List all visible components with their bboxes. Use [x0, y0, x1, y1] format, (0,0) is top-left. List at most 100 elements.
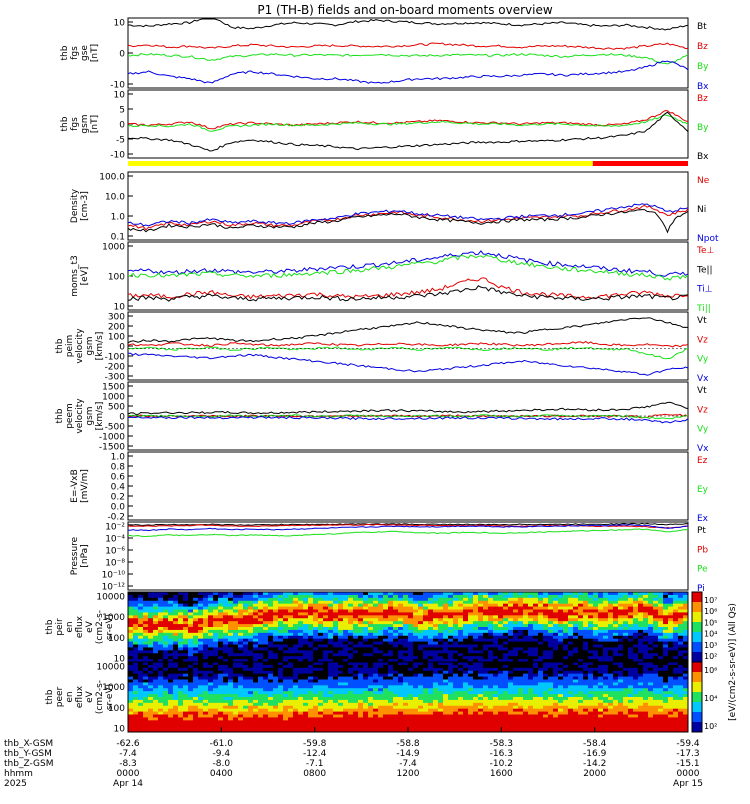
spectrogram-cell [658, 612, 664, 615]
spectrogram-cell [173, 712, 179, 715]
spectrogram-cell [533, 682, 539, 685]
spectrogram-cell [503, 723, 509, 726]
spectrogram-cell [343, 621, 349, 624]
spectrogram-cell [218, 592, 224, 595]
spectrogram-cell [533, 607, 539, 610]
spectrogram-cell [633, 633, 639, 636]
spectrogram-cell [608, 642, 614, 645]
spectrogram-cell [218, 633, 224, 636]
spectrogram-cell [633, 636, 639, 639]
spectrogram-cell [263, 665, 269, 668]
spectrogram-cell [648, 592, 654, 595]
spectrogram-cell [628, 650, 634, 653]
spectrogram-cell [243, 601, 249, 604]
spectrogram-cell [203, 703, 209, 706]
spectrogram-cell [598, 612, 604, 615]
spectrogram-cell [353, 621, 359, 624]
spectrogram-cell [273, 595, 279, 598]
spectrogram-cell [368, 700, 374, 703]
spectrogram-cell [383, 656, 389, 659]
ylabel-moms_t3: [eV] [80, 267, 90, 286]
spectrogram-cell [208, 697, 214, 700]
spectrogram-cell [198, 671, 204, 674]
spectrogram-cell [268, 627, 274, 630]
spectrogram-cell [568, 633, 574, 636]
spectrogram-cell [278, 668, 284, 671]
spectrogram-cell [528, 598, 534, 601]
spectrogram-cell [413, 665, 419, 668]
spectrogram-cell [398, 709, 404, 712]
spectrogram-cell [298, 647, 304, 650]
series-line-Pe [128, 529, 688, 537]
spectrogram-cell [303, 595, 309, 598]
spectrogram-cell [548, 592, 554, 595]
spectrogram-cell [193, 726, 199, 729]
spectrogram-cell [438, 680, 444, 683]
spectrogram-cell [138, 715, 144, 718]
spectrogram-cell [293, 642, 299, 645]
spectrogram-cell [148, 662, 154, 665]
spectrogram-cell [293, 682, 299, 685]
spectrogram-cell [643, 647, 649, 650]
spectrogram-cell [483, 677, 489, 680]
spectrogram-cell [198, 645, 204, 648]
spectrogram-cell [183, 715, 189, 718]
spectrogram-cell [323, 726, 329, 729]
spectrogram-cell [558, 656, 564, 659]
spectrogram-cell [678, 624, 684, 627]
colorbar-segment [692, 642, 702, 653]
spectrogram-cell [308, 720, 314, 723]
spectrogram-cell [568, 595, 574, 598]
spectrogram-cell [193, 688, 199, 691]
spectrogram-cell [208, 712, 214, 715]
spectrogram-cell [633, 647, 639, 650]
spectrogram-cell [323, 610, 329, 613]
spectrogram-cell [268, 697, 274, 700]
spectrogram-cell [468, 595, 474, 598]
spectrogram-cell [368, 604, 374, 607]
spectrogram-cell [618, 636, 624, 639]
spectrogram-cell [288, 671, 294, 674]
spectrogram-cell [168, 639, 174, 642]
spectrogram-cell [168, 720, 174, 723]
spectrogram-cell [433, 723, 439, 726]
spectrogram-cell [138, 595, 144, 598]
spectrogram-cell [543, 618, 549, 621]
spectrogram-cell [498, 720, 504, 723]
spectrogram-cell [173, 709, 179, 712]
spectrogram-cell [353, 650, 359, 653]
spectrogram-cell [143, 717, 149, 720]
spectrogram-cell [418, 650, 424, 653]
spectrogram-cell [558, 595, 564, 598]
spectrogram-cell [133, 621, 139, 624]
spectrogram-cell [238, 703, 244, 706]
spectrogram-cell [523, 665, 529, 668]
spectrogram-cell [443, 720, 449, 723]
spectrogram-cell [178, 633, 184, 636]
spectrogram-cell [408, 639, 414, 642]
spectrogram-cell [308, 624, 314, 627]
spectrogram-cell [468, 662, 474, 665]
spectrogram-cell [253, 642, 259, 645]
spectrogram-cell [268, 665, 274, 668]
spectrogram-cell [408, 653, 414, 656]
spectrogram-cell [498, 598, 504, 601]
spectrogram-cell [578, 656, 584, 659]
spectrogram-cell [383, 685, 389, 688]
spectrogram-cell [188, 682, 194, 685]
spectrogram-cell [348, 680, 354, 683]
spectrogram-cell [538, 595, 544, 598]
spectrogram-cell [133, 677, 139, 680]
spectrogram-cell [238, 601, 244, 604]
spectrogram-cell [138, 653, 144, 656]
spectrogram-cell [278, 706, 284, 709]
spectrogram-cell [488, 592, 494, 595]
spectrogram-cell [133, 627, 139, 630]
spectrogram-cell [568, 598, 574, 601]
spectrogram-cell [143, 712, 149, 715]
spectrogram-cell [318, 700, 324, 703]
spectrogram-cell [463, 688, 469, 691]
spectrogram-cell [168, 633, 174, 636]
spectrogram-cell [588, 612, 594, 615]
legend-Vx: Vx [697, 374, 709, 384]
